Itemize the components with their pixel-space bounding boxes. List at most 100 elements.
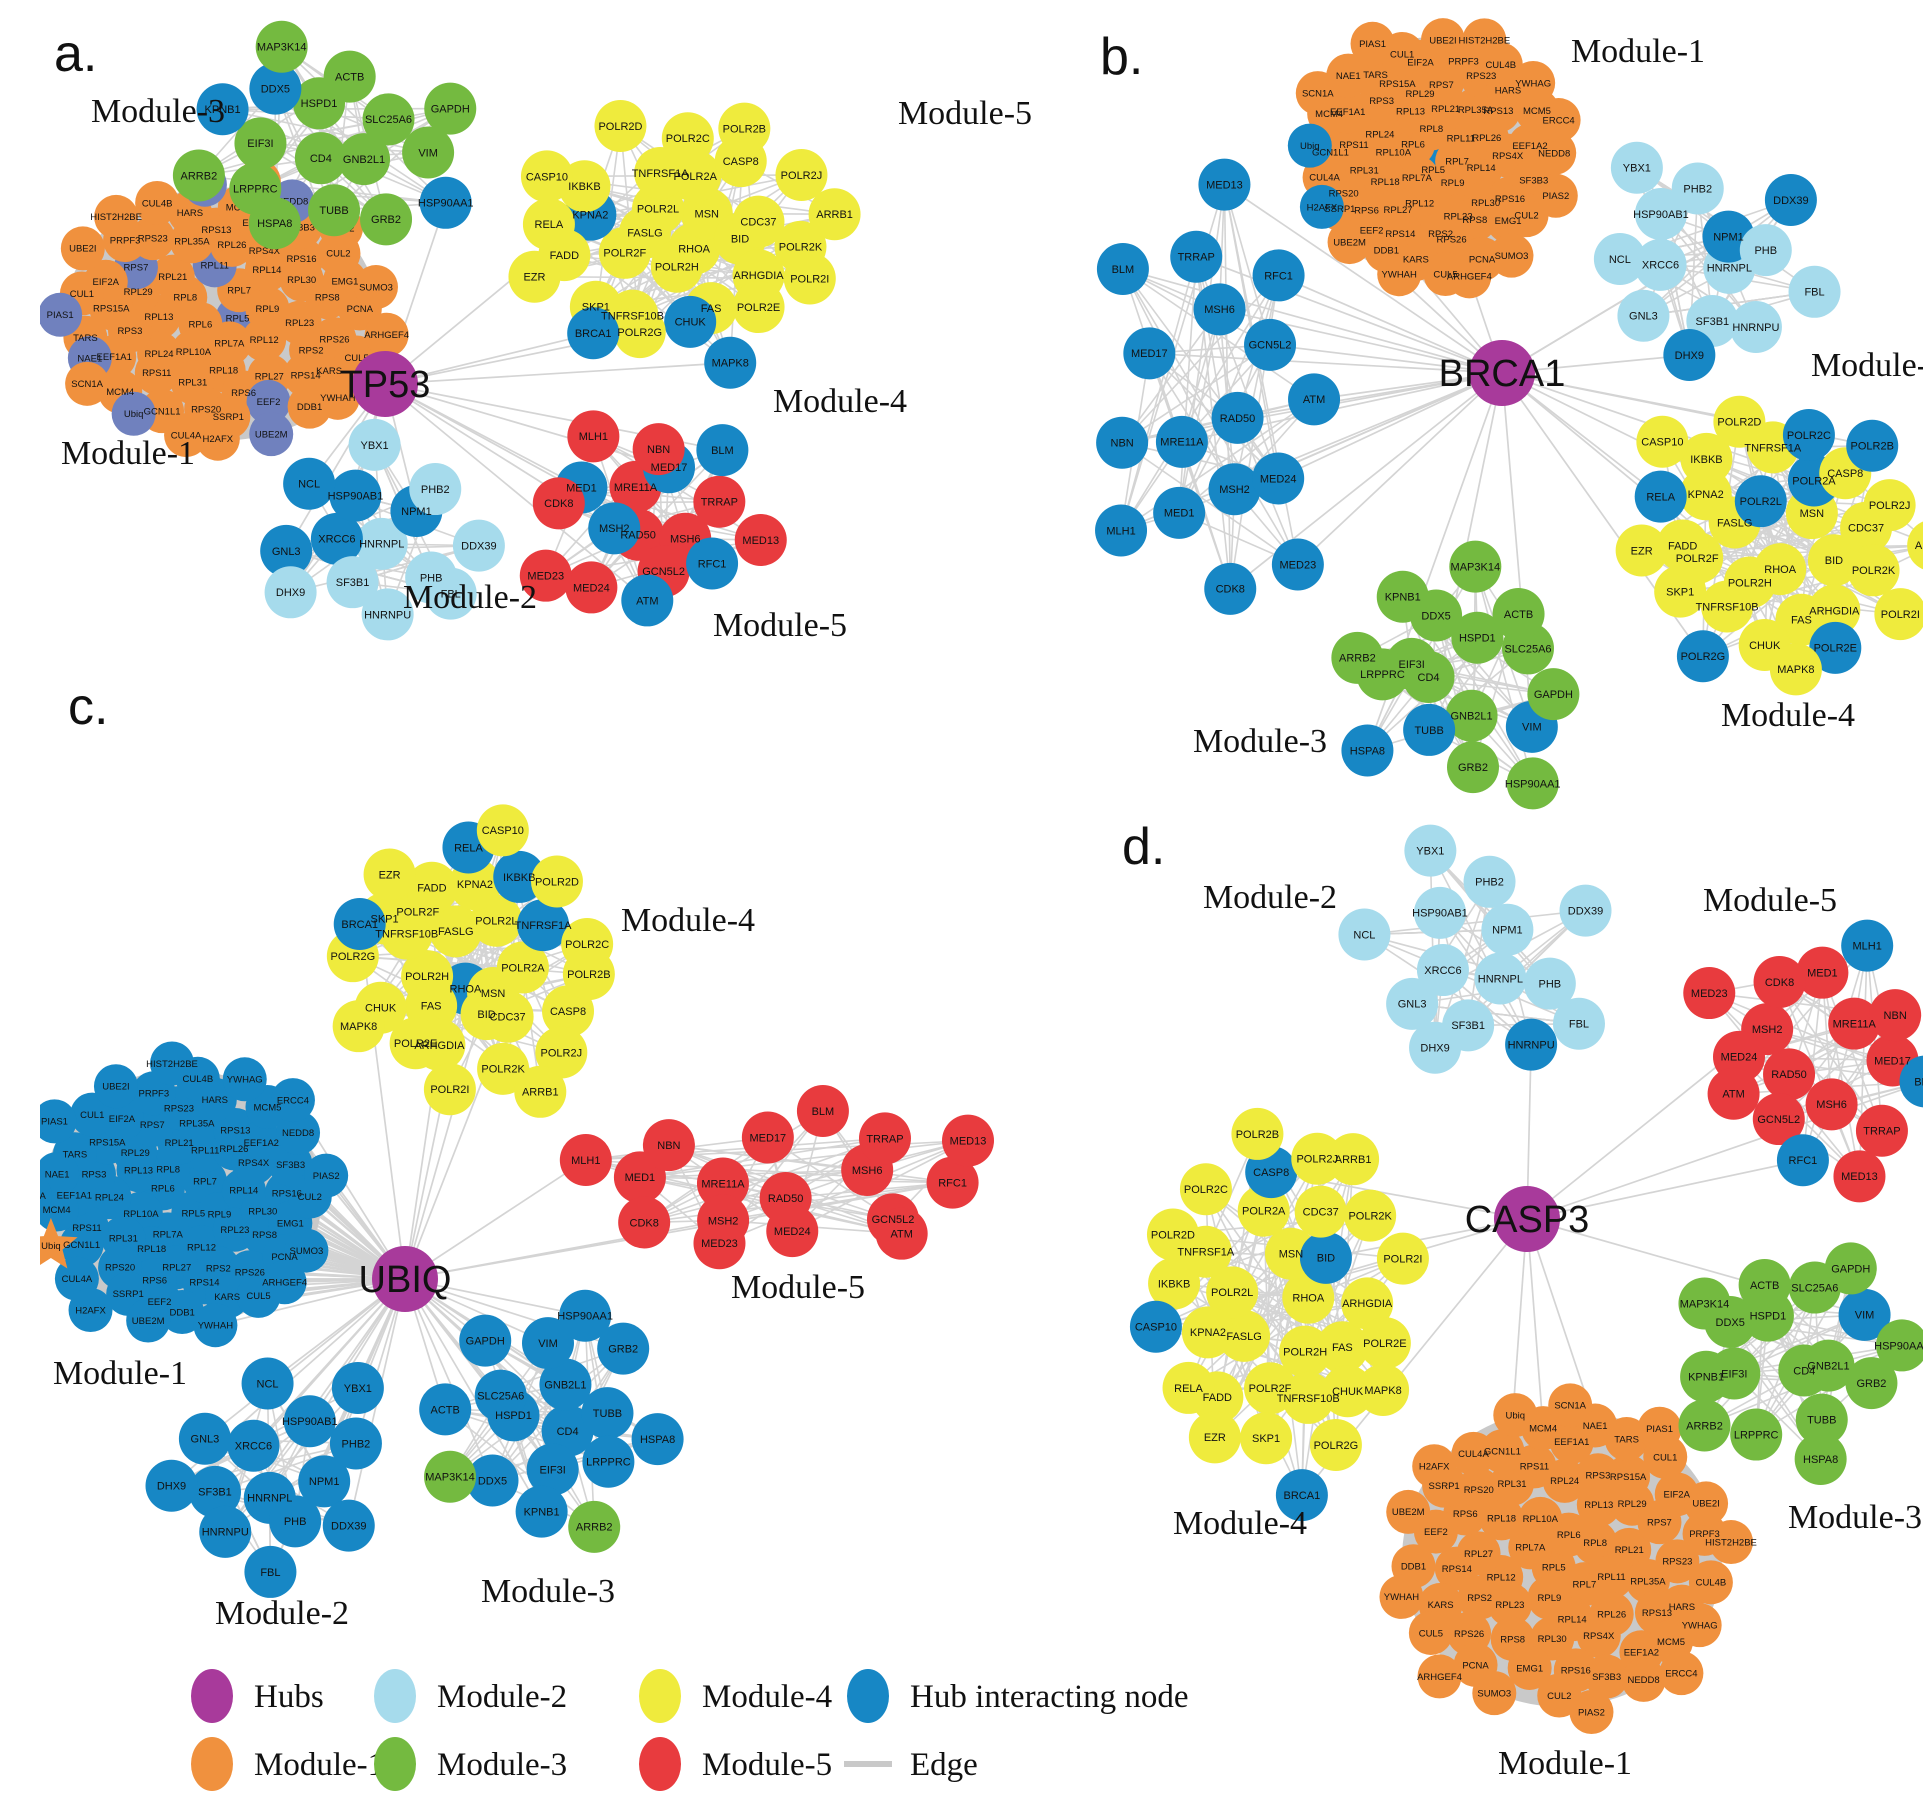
node-label: UBE2I (1429, 35, 1456, 46)
panel-a: RPL5RPL6RPL7RPL7ARPL8RPL9RPL10ARPL11RPL1… (40, 21, 907, 644)
node-label: FBL (260, 1567, 280, 1579)
node-label: EIF2A (109, 1114, 136, 1125)
node-label: SLC25A6 (477, 1390, 524, 1402)
node-label: EEF2 (148, 1297, 172, 1308)
module-label: Module-4 (773, 383, 907, 420)
node-label: GNL3 (1398, 999, 1427, 1011)
node-label: GNB2L1 (544, 1379, 586, 1391)
node-label: BLM (711, 445, 734, 457)
module-module-5: RAD50MRE11AMSH6MSH2MED17GCN5L2MED1TRRAPM… (1683, 920, 1923, 1203)
node-label: EMG1 (1516, 1663, 1543, 1674)
node-label: NPM1 (401, 506, 432, 518)
node-label: PRPF3 (139, 1089, 170, 1100)
node-label: MSN (1800, 508, 1825, 520)
node-label: KPNB1 (1385, 592, 1421, 604)
node-label: RPS7 (1429, 80, 1454, 91)
node-label: KPNB1 (524, 1506, 560, 1518)
node-label: ARHGDIA (1809, 605, 1860, 617)
node-label: POLR2K (779, 242, 823, 254)
node-label: RPL10A (1523, 1514, 1559, 1525)
node-label: DDB1 (169, 1307, 194, 1318)
node-label: BRCA1 (1284, 1490, 1321, 1502)
node-label: EEF2 (257, 397, 281, 408)
node-label: NCL (1353, 929, 1375, 941)
module-module-4: RHOAFASLGMSNPOLR2HPOLR2LBIDPOLR2FPOLR2AF… (508, 100, 860, 389)
node-label: RPL7 (1573, 1579, 1597, 1590)
node-label: RPL9 (256, 304, 280, 315)
node-label: POLR2E (1363, 1338, 1406, 1350)
node-label: YWHAG (1682, 1620, 1718, 1631)
node-label: SF3B1 (198, 1487, 232, 1499)
node-label: DDX5 (478, 1475, 507, 1487)
node-label: HIST2H2BE (1458, 36, 1510, 47)
node-label: POLR2B (1236, 1129, 1279, 1141)
node-label: CDC37 (1303, 1206, 1339, 1218)
node-label: YWHAG (227, 1075, 263, 1086)
node-label: MED13 (950, 1135, 987, 1147)
node-label: Ubiq (1506, 1410, 1526, 1421)
node-label: MAP3K14 (1680, 1298, 1730, 1310)
node-label: MSH6 (670, 534, 701, 546)
node-label: RPL6 (1557, 1530, 1581, 1541)
node-label: CHUK (1749, 640, 1781, 652)
node-label: CDK8 (630, 1217, 659, 1229)
node-label: MRE11A (1160, 437, 1204, 449)
edge (405, 1220, 723, 1279)
node-label: GCN1L1 (1484, 1447, 1521, 1458)
node-label: PHB2 (1475, 877, 1504, 889)
node-label: RPL27 (1464, 1549, 1493, 1560)
node-label: RPS23 (1662, 1557, 1692, 1568)
node-label: MED17 (750, 1132, 787, 1144)
node-label: HNRNPL (1478, 973, 1523, 985)
node-label: UBE2I (69, 244, 96, 255)
node-label: RPL12 (1487, 1572, 1516, 1583)
node-label: RPL12 (187, 1243, 216, 1254)
node-label: TUBB (1807, 1414, 1836, 1426)
panel-c: RPL5RPL6RPL7RPL7ARPL8RPL9RPL10ARPL11RPL1… (40, 678, 994, 1632)
module-module-1: RPL5RPL6RPL7RPL7ARPL8RPL9RPL10ARPL11RPL1… (40, 1041, 348, 1347)
node-label: PHB2 (1683, 183, 1712, 195)
node-label: SKP1 (582, 302, 610, 314)
module-module-3: CD4HSPD1GNB2L1EIF3ISLC25A6TUBBDDX5VIMLRP… (1331, 541, 1579, 810)
node-label: FADD (417, 883, 446, 895)
module-label: Module-3 (1193, 723, 1327, 760)
node-label: GAPDH (431, 103, 470, 115)
node-label: FBL (1569, 1019, 1589, 1031)
node-label: DDB1 (1401, 1562, 1426, 1573)
node-label: RPS6 (1453, 1509, 1478, 1520)
panel-letter: d. (1122, 818, 1165, 876)
node-label: CD4 (557, 1426, 579, 1438)
hub-label: CASP3 (1465, 1199, 1590, 1241)
node-label: RPL8 (1419, 124, 1443, 135)
node-label: FASLG (1226, 1331, 1261, 1343)
node-label: MED24 (573, 582, 610, 594)
node-label: RPL7A (1515, 1543, 1546, 1554)
node-label: YWHAH (1384, 1592, 1420, 1603)
node-label: RPS13 (220, 1125, 250, 1136)
node-label: CUL2 (1514, 210, 1538, 221)
node-label: POLR2L (637, 203, 679, 215)
node-label: IKBKB (1158, 1278, 1190, 1290)
node-label: RPL30 (248, 1206, 277, 1217)
node-label: CD4 (310, 153, 332, 165)
node-label: TUBB (593, 1408, 622, 1420)
node-label: RPS13 (1483, 106, 1513, 117)
node-label: RPS20 (105, 1263, 135, 1274)
node-label: MSH2 (1752, 1024, 1783, 1036)
node-label: IKBKB (568, 181, 600, 193)
node-label: CUL1 (1653, 1452, 1677, 1463)
node-label: SF3B1 (1451, 1020, 1485, 1032)
node-label: CUL1 (70, 289, 94, 300)
node-label: DDX5 (1421, 610, 1450, 622)
node-label: GNL3 (1629, 311, 1658, 323)
node-label: POLR2D (1717, 417, 1761, 429)
node-label: RPL9 (208, 1209, 232, 1220)
node-label: ATM (636, 595, 658, 607)
network-canvas: RPL5RPL6RPL7RPL7ARPL8RPL9RPL10ARPL11RPL1… (40, 16, 1923, 1791)
node-label: ARRB2 (576, 1522, 613, 1534)
node-label: SCN1A (71, 379, 103, 390)
node-label: RPL24 (1550, 1476, 1579, 1487)
node-label: RPL8 (156, 1165, 180, 1176)
node-label: CASP8 (550, 1006, 586, 1018)
